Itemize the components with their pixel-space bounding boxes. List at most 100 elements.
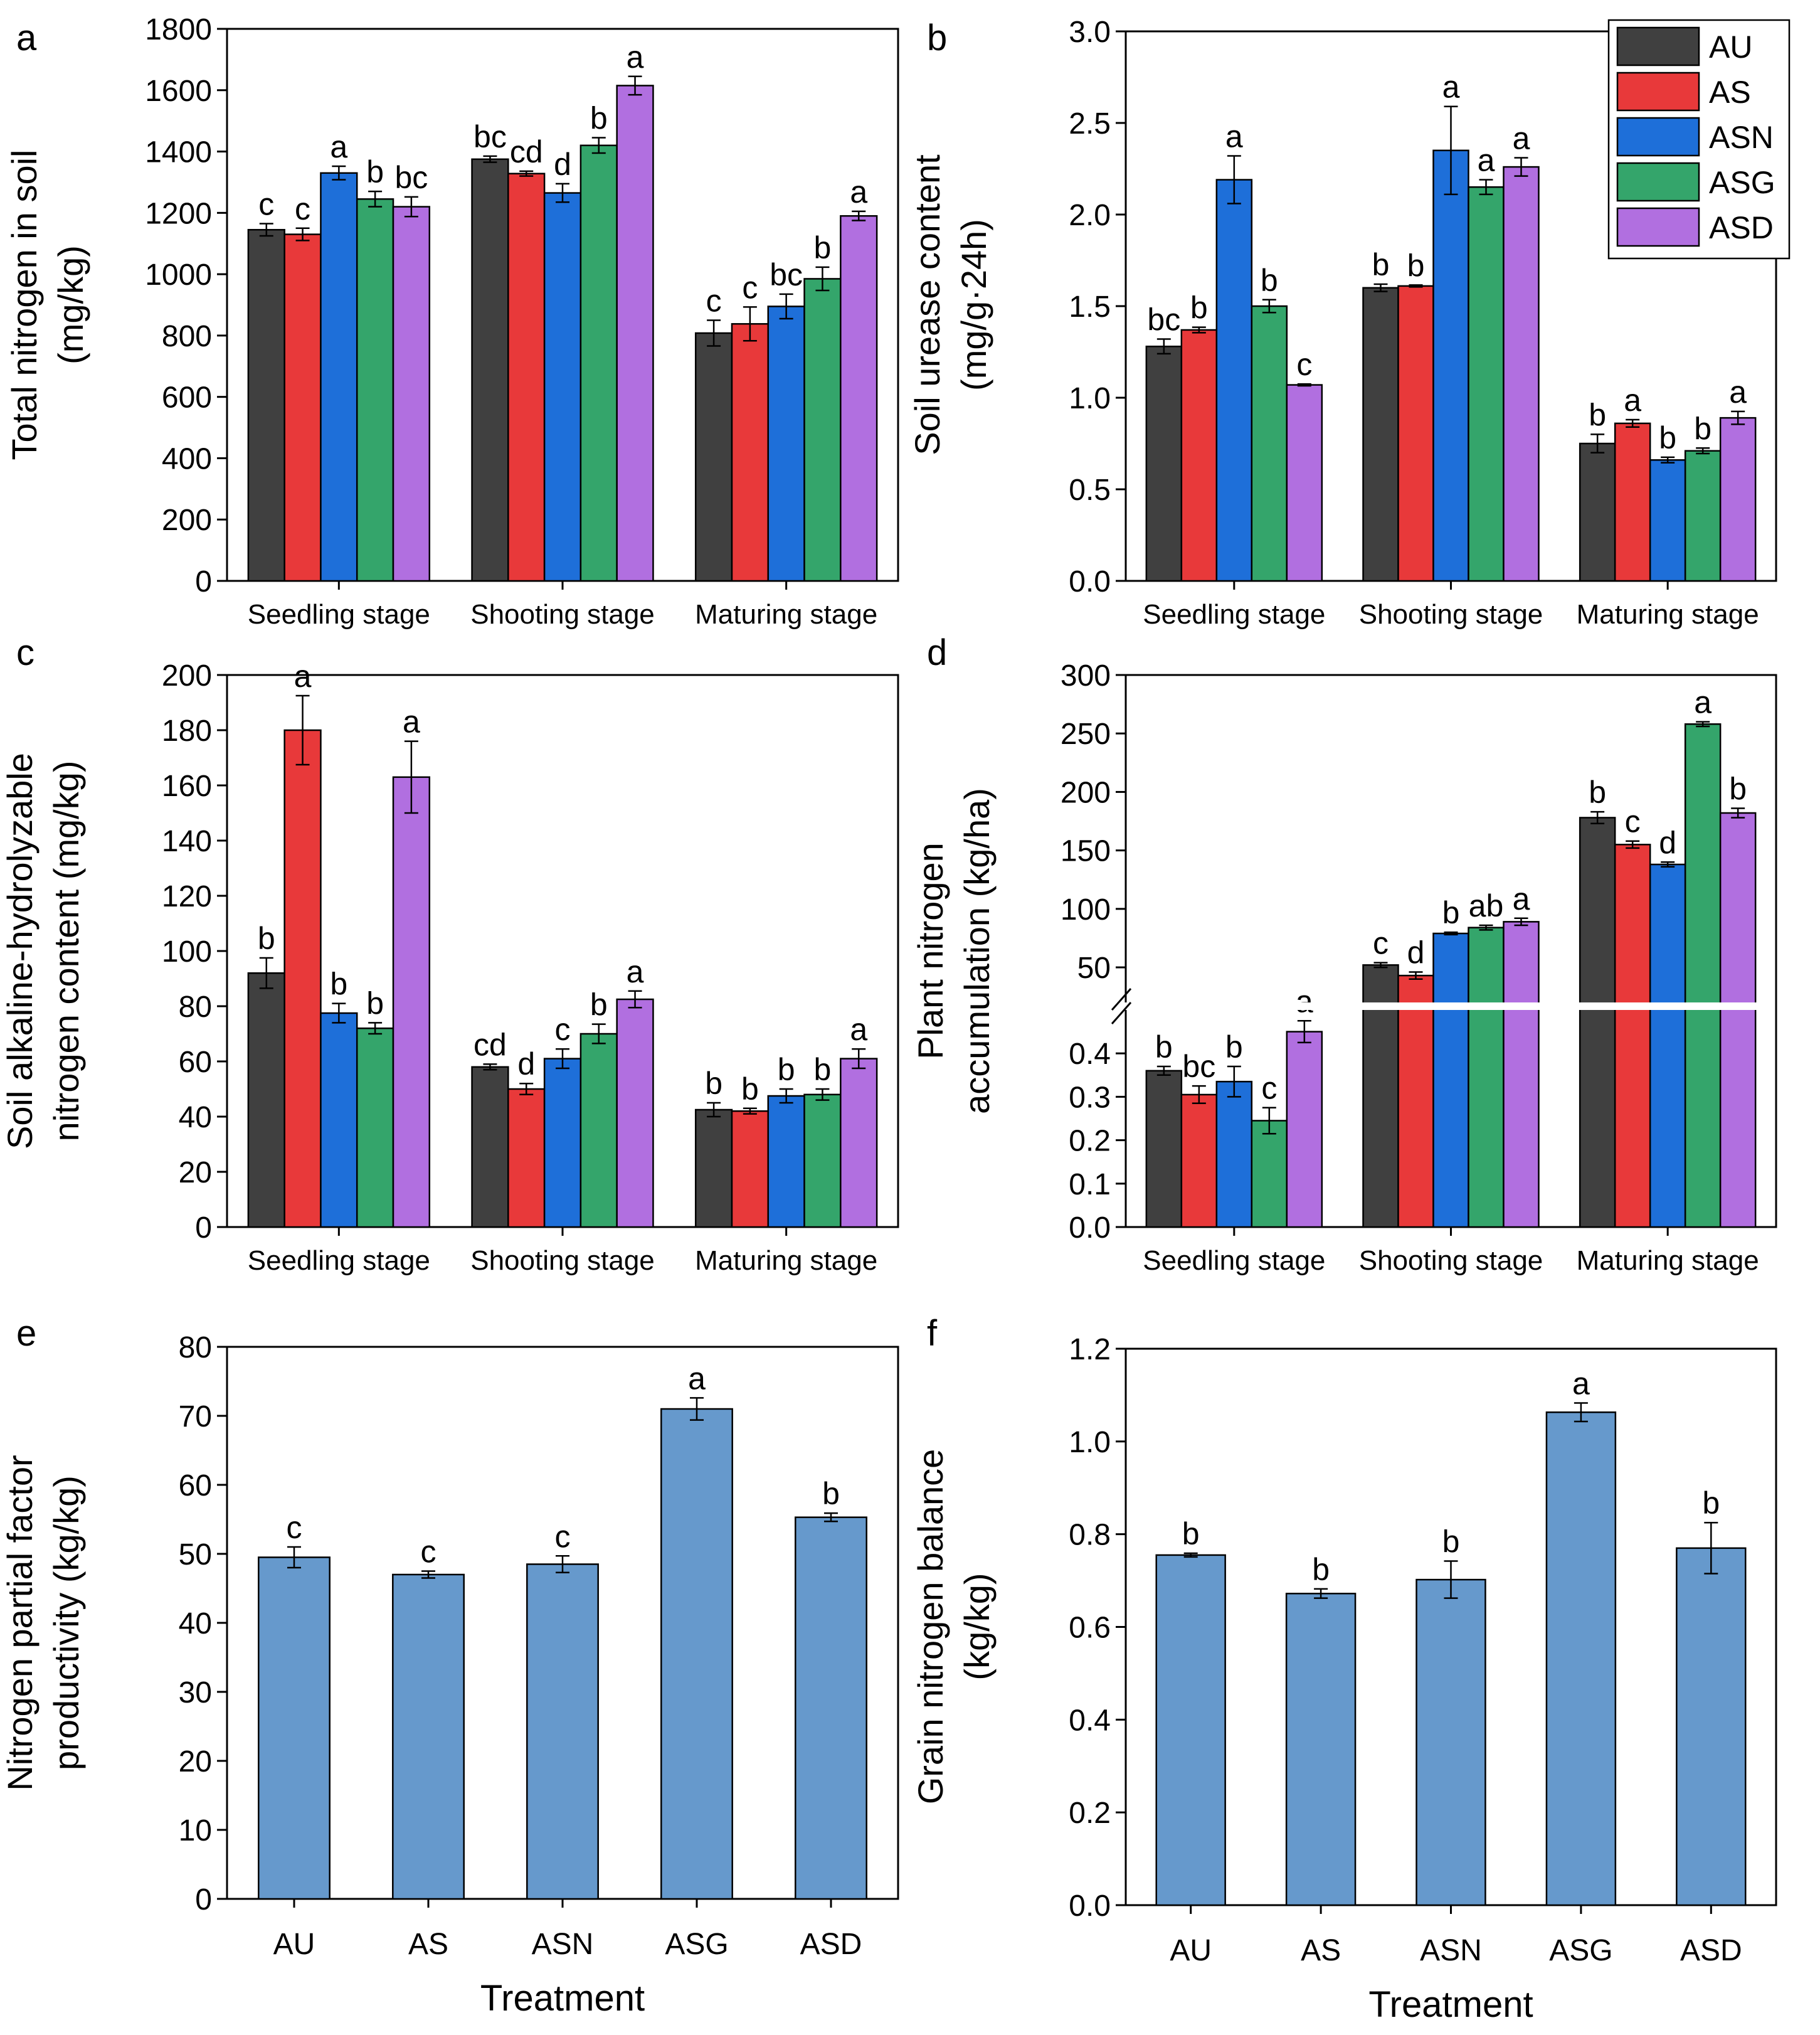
bar — [731, 1110, 770, 1228]
bar — [1614, 844, 1651, 1228]
y-tick-label: 0.3 — [1069, 1081, 1111, 1114]
panel-letter: f — [927, 1313, 938, 1354]
significance-letter: c — [295, 191, 310, 226]
y-axis-label: (mg/g·24h) — [954, 219, 993, 391]
significance-letter: a — [1478, 143, 1495, 178]
significance-letter: b — [1225, 1029, 1243, 1065]
y-tick-label: 0.4 — [1069, 1038, 1111, 1071]
bar — [543, 1058, 582, 1228]
y-tick-label: 50 — [1077, 952, 1111, 985]
significance-letter: b — [1407, 248, 1425, 283]
significance-letter: c — [706, 283, 722, 318]
y-tick-label: 0.1 — [1069, 1168, 1111, 1201]
bar — [247, 228, 285, 582]
bar — [616, 85, 654, 582]
significance-letter: bc — [1147, 302, 1180, 337]
significance-letter: a — [1729, 375, 1747, 410]
significance-letter: a — [627, 954, 644, 989]
bar — [283, 233, 322, 582]
legend-swatch — [1616, 117, 1700, 157]
bar — [1145, 345, 1183, 582]
legend-swatch — [1616, 26, 1700, 66]
x-tick-label: Maturing stage — [695, 1245, 877, 1276]
bar — [1503, 166, 1540, 582]
bar — [694, 1108, 733, 1228]
bar — [471, 158, 509, 582]
bar — [247, 972, 285, 1228]
significance-letter: b — [705, 1066, 722, 1101]
panel-letter: c — [16, 632, 34, 673]
significance-letter: b — [1729, 772, 1747, 807]
y-axis-label: (mg/kg) — [51, 245, 90, 364]
significance-letter: b — [1694, 411, 1712, 446]
significance-letter: cd — [474, 1027, 507, 1062]
legend-label: AU — [1709, 29, 1752, 65]
bar — [356, 1027, 394, 1228]
significance-letter: c — [555, 1012, 571, 1047]
y-tick-label: 0.6 — [1069, 1612, 1111, 1645]
y-tick-label: 70 — [179, 1400, 212, 1433]
bar — [1676, 1547, 1747, 1906]
y-tick-label: 20 — [179, 1745, 212, 1778]
x-tick-label: AS — [408, 1928, 448, 1961]
panel-c: 0 20 40 60 80 100 120 140 160 180 200 Seedling stag… — [0, 632, 899, 1276]
bar — [507, 173, 546, 582]
significance-letter: bc — [770, 257, 803, 292]
bar — [1285, 1593, 1357, 1906]
panel-letter: d — [927, 632, 947, 673]
y-tick-label: 600 — [162, 381, 212, 415]
y-tick-label: 40 — [179, 1101, 212, 1134]
axis-break-mark — [1111, 988, 1132, 1011]
significance-letter: c — [1296, 347, 1312, 382]
bar — [1579, 442, 1616, 582]
y-axis-label: Plant nitrogen — [911, 842, 950, 1060]
x-tick-label: Shooting stage — [1359, 599, 1543, 630]
y-tick-label: 1000 — [145, 258, 212, 292]
bar — [392, 1573, 465, 1900]
y-tick-label: 1.0 — [1069, 382, 1111, 415]
significance-letter: b — [1442, 1524, 1460, 1559]
y-tick-label: 1.5 — [1069, 290, 1111, 324]
legend-label: ASN — [1709, 120, 1774, 155]
bar — [392, 206, 431, 582]
x-tick-label: AU — [1170, 1934, 1212, 1967]
panel-a: 0 200 400 600 800 1000 1200 1400 1600 1800 Seedlin… — [4, 13, 899, 630]
y-tick-label: 40 — [179, 1607, 212, 1640]
y-tick-label: 1.2 — [1069, 1333, 1111, 1366]
bar — [1415, 1578, 1486, 1906]
bar — [543, 192, 582, 582]
x-tick-label: AS — [1301, 1934, 1341, 1967]
significance-letter: b — [1312, 1552, 1330, 1587]
bar — [767, 1095, 805, 1228]
significance-letter: b — [1182, 1516, 1200, 1551]
bar — [1286, 1031, 1323, 1228]
bar — [840, 1058, 878, 1228]
significance-letter: a — [330, 129, 347, 164]
significance-letter: ab — [1469, 888, 1504, 923]
significance-letter: b — [1702, 1485, 1720, 1521]
y-axis-label: (kg/kg) — [957, 1573, 997, 1680]
y-axis-label: nitrogen content (mg/kg) — [46, 761, 86, 1142]
significance-letter: a — [688, 1361, 706, 1396]
bar — [258, 1556, 331, 1900]
bar — [320, 172, 358, 582]
significance-letter: b — [822, 1476, 840, 1511]
x-tick-label: Seedling stage — [1143, 1245, 1325, 1276]
y-tick-label: 80 — [179, 1331, 212, 1364]
significance-letter: a — [1513, 881, 1530, 917]
significance-letter: b — [1372, 247, 1390, 282]
x-tick-label: ASG — [665, 1928, 728, 1961]
y-tick-label: 10 — [179, 1814, 212, 1847]
y-tick-label: 80 — [179, 991, 212, 1024]
significance-letter: b — [590, 101, 608, 136]
significance-letter: a — [1572, 1366, 1590, 1401]
bar — [283, 729, 322, 1228]
y-tick-label: 1200 — [145, 197, 212, 230]
y-tick-label: 50 — [179, 1538, 212, 1571]
bar — [579, 1033, 618, 1228]
bar — [1362, 287, 1399, 582]
y-tick-label: 100 — [162, 935, 212, 969]
y-tick-label: 0 — [195, 565, 212, 598]
